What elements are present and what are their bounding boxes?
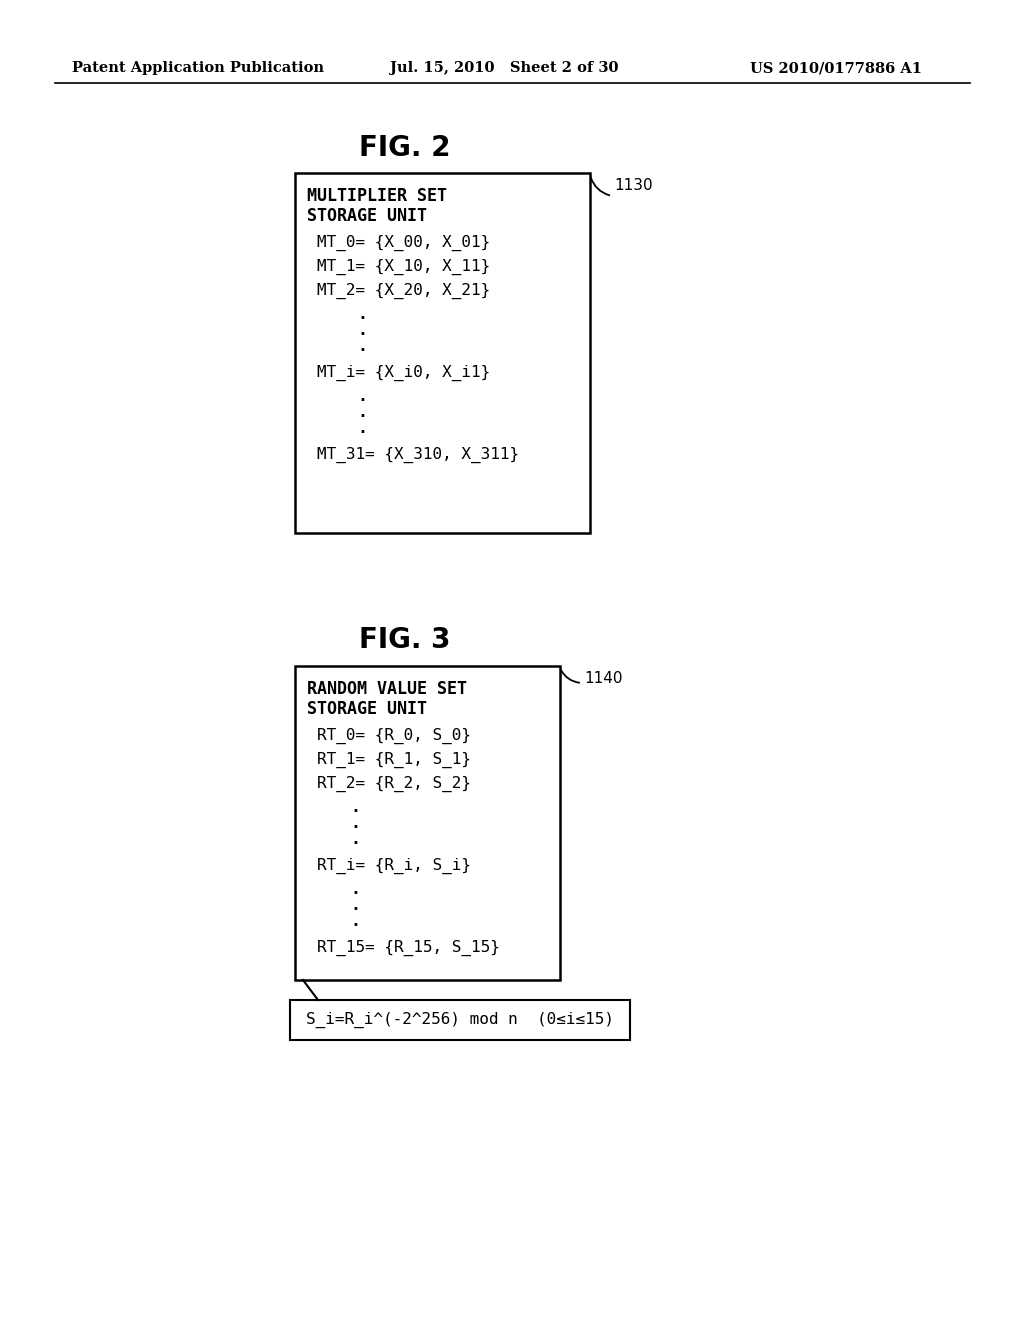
Bar	[290, 1001, 630, 1040]
Text: ·: ·	[358, 421, 366, 445]
Text: ·: ·	[351, 816, 359, 840]
Text: RANDOM VALUE SET: RANDOM VALUE SET	[307, 680, 467, 698]
Text: 1140: 1140	[584, 671, 623, 686]
Text: ·: ·	[351, 913, 359, 939]
Text: ·: ·	[358, 389, 366, 413]
Text: MT_2= {X_20, X_21}: MT_2= {X_20, X_21}	[317, 282, 490, 300]
Text: MT_i= {X_i0, X_i1}: MT_i= {X_i0, X_i1}	[317, 366, 490, 381]
Text: ·: ·	[358, 323, 366, 347]
Text: 1130: 1130	[614, 178, 652, 193]
Bar	[295, 667, 560, 979]
Text: STORAGE UNIT: STORAGE UNIT	[307, 700, 427, 718]
Text: MT_0= {X_00, X_01}: MT_0= {X_00, X_01}	[317, 235, 490, 251]
Text: ·: ·	[358, 405, 366, 429]
Text: RT_1= {R_1, S_1}: RT_1= {R_1, S_1}	[317, 752, 471, 768]
Text: Jul. 15, 2010   Sheet 2 of 30: Jul. 15, 2010 Sheet 2 of 30	[390, 61, 618, 75]
Text: US 2010/0177886 A1: US 2010/0177886 A1	[750, 61, 922, 75]
Text: RT_15= {R_15, S_15}: RT_15= {R_15, S_15}	[317, 940, 500, 956]
Text: MULTIPLIER SET: MULTIPLIER SET	[307, 187, 447, 205]
Text: ·: ·	[351, 882, 359, 906]
Text: RT_0= {R_0, S_0}: RT_0= {R_0, S_0}	[317, 729, 471, 744]
Text: RT_i= {R_i, S_i}: RT_i= {R_i, S_i}	[317, 858, 471, 874]
Text: STORAGE UNIT: STORAGE UNIT	[307, 207, 427, 224]
Text: ·: ·	[358, 339, 366, 363]
Text: ·: ·	[351, 832, 359, 855]
Text: MT_31= {X_310, X_311}: MT_31= {X_310, X_311}	[317, 447, 519, 463]
Text: S_i=R_i^(-2^256) mod n  (0≤i≤15): S_i=R_i^(-2^256) mod n (0≤i≤15)	[306, 1012, 614, 1028]
Text: MT_1= {X_10, X_11}: MT_1= {X_10, X_11}	[317, 259, 490, 275]
Text: RT_2= {R_2, S_2}: RT_2= {R_2, S_2}	[317, 776, 471, 792]
Text: ·: ·	[351, 898, 359, 921]
Text: FIG. 3: FIG. 3	[359, 626, 451, 653]
Text: Patent Application Publication: Patent Application Publication	[72, 61, 324, 75]
Bar	[295, 173, 590, 533]
Text: ·: ·	[358, 308, 366, 331]
Text: ·: ·	[351, 800, 359, 824]
Text: FIG. 2: FIG. 2	[359, 135, 451, 162]
